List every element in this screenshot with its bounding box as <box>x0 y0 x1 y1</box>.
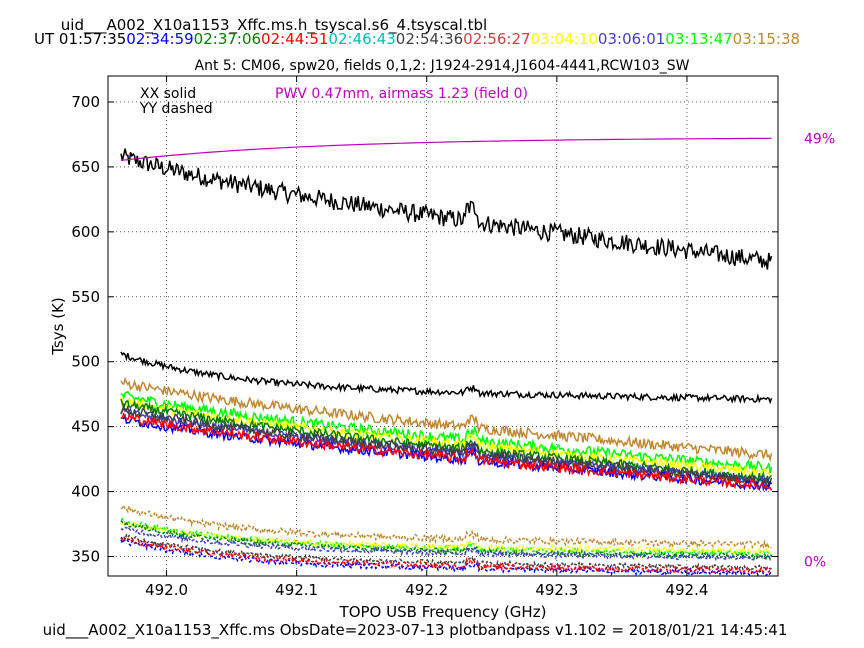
xtick-label-2: 492.2 <box>405 581 448 599</box>
plot-frame <box>107 75 779 577</box>
plot-background <box>108 76 778 576</box>
legend-yy: YY dashed <box>139 101 213 117</box>
footer-text: uid___A002_X10a1153_Xffc.ms ObsDate=2023… <box>43 621 788 640</box>
ut-time-6: 02:56:27 <box>463 30 530 48</box>
ut-time-4: 02:46:43 <box>328 30 395 48</box>
ut-time-8: 03:06:01 <box>598 30 665 48</box>
ut-times-line: UT 01:57:3502:34:5902:37:0602:44:5102:46… <box>34 30 800 48</box>
series-line-2 <box>120 376 773 463</box>
pwv-annotation: PWV 0.47mm, airmass 1.23 (field 0) <box>275 86 528 102</box>
transmission-curve <box>120 137 772 161</box>
series-line-0 <box>120 148 773 270</box>
ut-time-5: 02:54:36 <box>396 30 463 48</box>
series-line-4 <box>120 396 772 479</box>
series-line-12 <box>120 521 772 556</box>
transmission-scale-labels: 49% 0% <box>804 131 835 570</box>
transmission-label-0: 49% <box>804 131 835 147</box>
chart-title: uid___A002_X10a1153_Xffc.ms.h_tsyscal.s6… <box>61 16 487 35</box>
series-line-17 <box>120 536 772 575</box>
ut-time-2: 02:37:06 <box>194 30 261 48</box>
plot-area: 492.0 492.1 492.2 492.3 492.4 350 400 450 500 550… <box>71 75 779 599</box>
ut-time-7: 03:04:10 <box>531 30 598 48</box>
series-layer <box>120 137 773 577</box>
axis-ticks: 492.0 492.1 492.2 492.3 492.4 350 400 450 500 550… <box>71 76 778 599</box>
grid-lines <box>108 76 778 576</box>
ytick-label-0: 350 <box>71 548 100 566</box>
ut-label: UT <box>34 30 59 48</box>
series-line-1 <box>120 351 773 405</box>
x-axis-label: TOPO USB Frequency (GHz) <box>339 603 547 621</box>
xtick-label-3: 492.3 <box>535 581 578 599</box>
series-line-13 <box>120 519 773 561</box>
series-line-14 <box>120 525 772 562</box>
ytick-label-5: 600 <box>71 223 100 241</box>
ut-time-1: 02:34:59 <box>126 30 193 48</box>
ytick-label-7: 700 <box>71 93 100 111</box>
y-axis-label: Tsys (K) <box>49 297 67 356</box>
series-line-16 <box>120 539 773 577</box>
series-line-10 <box>120 503 772 551</box>
xtick-label-0: 492.0 <box>145 581 188 599</box>
series-line-5 <box>120 398 772 484</box>
ytick-label-3: 500 <box>71 353 100 371</box>
series-line-9 <box>120 412 773 491</box>
ytick-label-2: 450 <box>71 418 100 436</box>
xtick-label-4: 492.4 <box>665 581 708 599</box>
ut-time-3: 02:44:51 <box>261 30 328 48</box>
ut-time-0: 01:57:35 <box>59 30 126 48</box>
ytick-label-1: 400 <box>71 483 100 501</box>
ut-time-10: 03:15:38 <box>733 30 800 48</box>
legend-xx: XX solid <box>140 86 196 102</box>
ut-time-9: 03:13:47 <box>665 30 732 48</box>
series-line-11 <box>120 518 772 558</box>
xtick-label-1: 492.1 <box>275 581 318 599</box>
ytick-label-6: 650 <box>71 158 100 176</box>
ytick-label-4: 550 <box>71 288 100 306</box>
transmission-label-1: 0% <box>804 555 826 571</box>
chart-subtitle: Ant 5: CM06, spw20, fields 0,1,2: J1924-… <box>195 58 690 74</box>
